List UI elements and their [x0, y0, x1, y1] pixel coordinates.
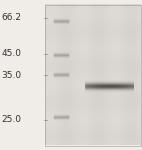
Text: 66.2: 66.2 [1, 14, 21, 22]
Bar [45, 4, 141, 146]
Text: 45.0: 45.0 [1, 50, 21, 58]
Text: 35.0: 35.0 [1, 70, 22, 80]
Text: 25.0: 25.0 [1, 116, 21, 124]
